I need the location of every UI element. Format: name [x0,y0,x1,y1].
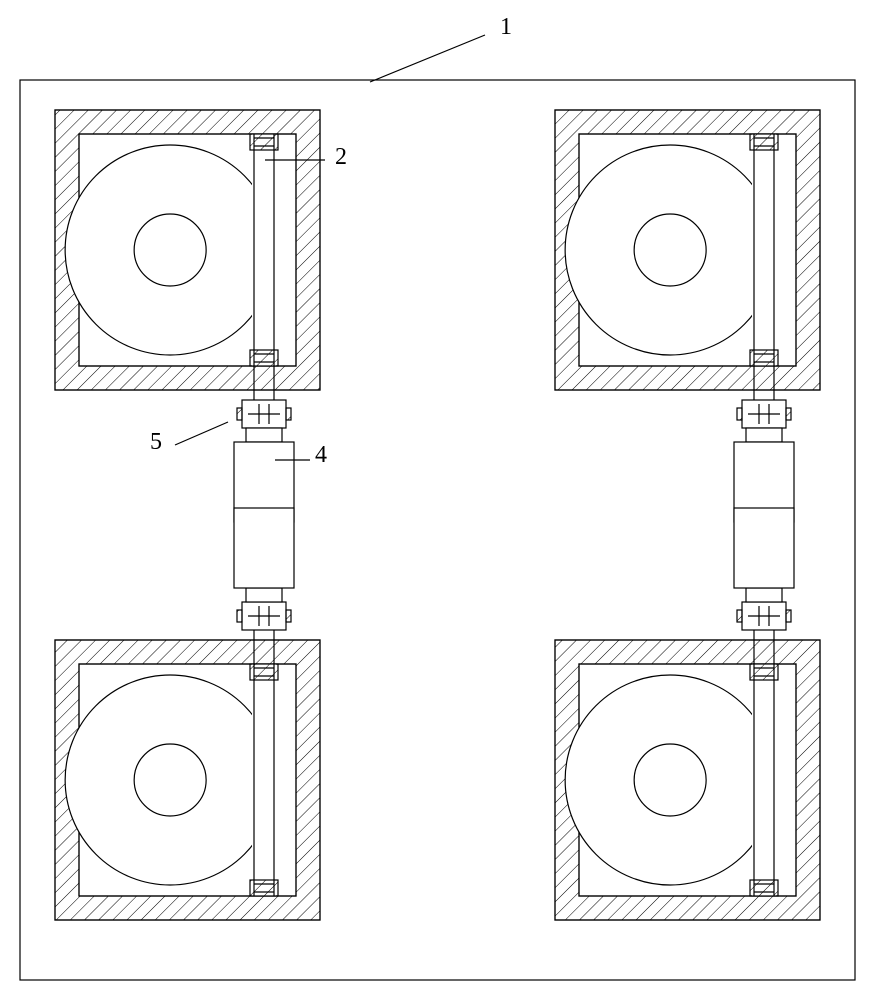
label-5: 5 [150,429,162,455]
wheel-outer [565,675,775,885]
bearing-bottom [750,880,778,896]
motor-neck [746,588,782,602]
motor-body [734,508,794,588]
motor-neck [246,428,282,442]
module-br [555,508,820,920]
bearing-bottom [750,350,778,366]
bearing-top [750,664,778,680]
motor-neck [746,428,782,442]
wheel-outer [65,675,275,885]
module-tr [555,110,820,522]
wheel-outer [565,145,775,355]
diagram-canvas: 1 2 4 5 [0,0,885,1000]
bearing-top [750,134,778,150]
bearing-bottom [250,880,278,896]
label-1: 1 [500,14,512,40]
wheel-outer [65,145,275,355]
bearing-top [250,664,278,680]
module-bl [55,508,320,920]
leader-1 [370,35,485,82]
label-4: 4 [315,442,327,468]
motor-body [234,508,294,588]
leader-5 [175,422,228,445]
motor-neck [246,588,282,602]
label-2: 2 [335,144,347,170]
bearing-top [250,134,278,150]
bearing-bottom [250,350,278,366]
